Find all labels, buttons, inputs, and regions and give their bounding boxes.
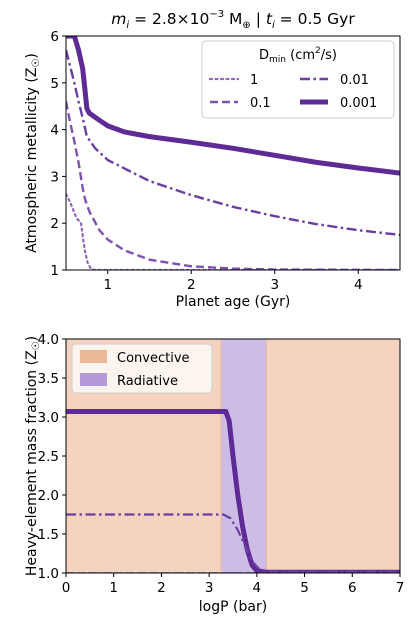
legend-bottom: Convective Radiative [71, 343, 213, 394]
chart-title: mi = 2.8×10−3 M⊕ | ti = 0.5 Gyr [111, 9, 355, 31]
legend-swatch-convective [80, 350, 107, 363]
series-line-dashdot [66, 513, 400, 573]
y-tick-label: 5 [50, 76, 59, 92]
y-tick-label: 1 [50, 263, 59, 279]
y-tick-label: 3.0 [38, 410, 59, 426]
legend-label-dmin-1: 1 [250, 73, 258, 88]
y-tick-label: 1.5 [38, 527, 59, 543]
y-axis-label-bottom: Heavy-element mass fraction (Z☉) [24, 336, 42, 576]
region-convective-2 [266, 339, 400, 573]
x-tick-label: 3 [270, 277, 279, 293]
x-tick-label: 1 [103, 277, 112, 293]
x-tick-label: 1 [109, 580, 118, 596]
legend-label-dmin-0_1: 0.1 [250, 96, 271, 111]
x-tick-label: 4 [354, 277, 363, 293]
x-tick-label: 6 [348, 580, 357, 596]
y-tick-label: 4 [50, 123, 59, 139]
metallicity-chart: 1 2 3 4 1 2 3 4 5 6 Planet age (Gyr) Atmospheric … [24, 29, 401, 310]
x-tick-label: 4 [253, 580, 262, 596]
legend-swatch-radiative [80, 373, 107, 386]
series-line-dmin-0_1 [66, 101, 400, 270]
x-tick-label: 2 [187, 277, 196, 293]
y-tick-label: 1.0 [38, 566, 59, 582]
series-line-solid [66, 409, 400, 573]
legend-label-dmin-0_01: 0.01 [340, 73, 369, 88]
legend-label-convective: Convective [117, 351, 190, 366]
y-tick-label: 2.0 [38, 488, 59, 504]
y-tick-label: 3 [50, 169, 59, 185]
legend-title: Dmin (cm2/s) [259, 46, 337, 65]
x-tick-label: 0 [62, 580, 71, 596]
series-line-dmin-0_001 [66, 36, 400, 176]
series-line-dmin-1 [66, 193, 400, 270]
x-axis-label-top: Planet age (Gyr) [176, 294, 291, 310]
y-tick-label: 6 [50, 29, 59, 45]
legend-label-dmin-0_001: 0.001 [340, 96, 377, 111]
heavy-element-chart: 0 1 2 3 4 5 6 7 1.0 1.5 2.0 2.5 3.0 3.5 4.0 logP (bar)… [24, 332, 404, 615]
legend-top: Dmin (cm2/s) 1 0.1 0.01 0.001 [201, 40, 395, 119]
legend-box [201, 40, 395, 119]
y-tick-label: 2.5 [38, 449, 59, 465]
x-tick-label: 5 [300, 580, 309, 596]
y-tick-label: 4.0 [38, 332, 59, 348]
y-axis-label-top: Atmospheric metallicity (Z☉) [24, 53, 42, 253]
y-tick-label: 3.5 [38, 371, 59, 387]
series-line-dmin-0_01 [66, 49, 400, 237]
x-axis-label-bottom: logP (bar) [199, 599, 267, 615]
legend-label-radiative: Radiative [117, 374, 178, 389]
x-tick-label: 3 [205, 580, 214, 596]
x-tick-label: 7 [396, 580, 405, 596]
x-tick-label: 2 [157, 580, 166, 596]
plot-frame-top [65, 35, 401, 271]
y-tick-label: 2 [50, 216, 59, 232]
